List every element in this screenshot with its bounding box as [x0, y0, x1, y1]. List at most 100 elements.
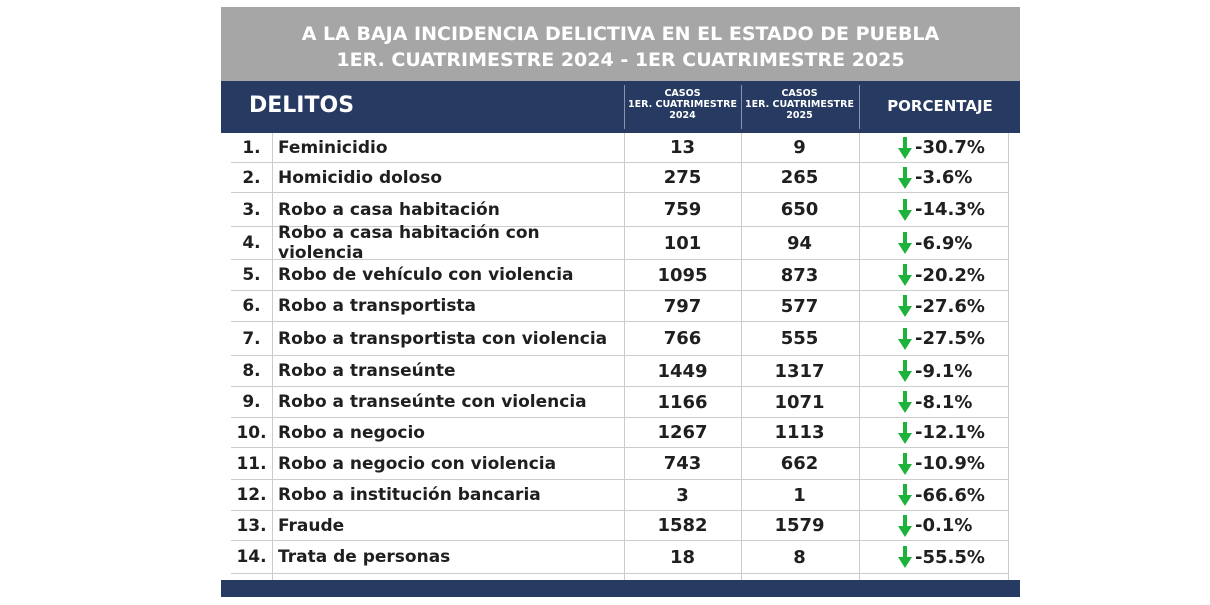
header-casos-2024-periodo: 1ER. CUATRIMESTRE	[628, 99, 737, 110]
arrow-down-icon	[898, 295, 912, 317]
cases-2025: 1579	[774, 515, 825, 536]
row-number: 10.	[236, 422, 267, 443]
percentage-cell: -12.1%	[898, 418, 1008, 447]
header-porcentaje: PORCENTAJE	[887, 97, 993, 115]
header-casos-2025: CASOS 1ER. CUATRIMESTRE 2025	[741, 88, 858, 121]
table-row: 13. Fraude 1582 1579 -0.1%	[231, 511, 1009, 541]
cases-2025: 1113	[774, 422, 825, 443]
table-row: 4. Robo a casa habitación con violencia 10…	[231, 223, 1009, 263]
crime-name: Robo a transportista	[278, 296, 477, 316]
percentage-cell: -3.6%	[898, 163, 1008, 192]
footer-bar	[221, 580, 1020, 597]
percentage-cell: -20.2%	[898, 260, 1008, 290]
cases-2025: 662	[780, 453, 819, 474]
arrow-down-icon	[898, 514, 912, 537]
cases-2025: 1	[793, 484, 806, 506]
crime-name: Robo a negocio con violencia	[278, 453, 557, 474]
row-number: 4.	[242, 233, 261, 253]
cases-2024: 101	[663, 232, 702, 254]
table-row: 8. Robo a transeúnte 1449 1317 -9.1%	[231, 356, 1009, 387]
cases-2025: 9	[793, 137, 806, 158]
arrow-down-icon	[898, 198, 912, 221]
cases-2024: 1166	[657, 391, 708, 413]
row-number: 14.	[236, 547, 267, 567]
percentage-value: -9.1%	[915, 360, 973, 382]
cases-2025: 94	[786, 232, 813, 254]
cases-2025: 265	[780, 167, 819, 188]
table-row: 2. Homicidio doloso 275 265 -3.6%	[231, 163, 1009, 193]
title-banner: A LA BAJA INCIDENCIA DELICTIVA EN EL EST…	[221, 7, 1020, 81]
header-divider	[859, 85, 860, 129]
percentage-cell: -0.1%	[898, 511, 1008, 540]
header-divider	[741, 85, 742, 129]
title-line-1: A LA BAJA INCIDENCIA DELICTIVA EN EL EST…	[301, 23, 940, 45]
arrow-down-icon	[898, 452, 912, 475]
percentage-cell: -27.6%	[898, 291, 1008, 321]
crime-name: Robo a casa habitación	[278, 199, 500, 220]
cases-2025: 1071	[774, 391, 825, 413]
percentage-value: -27.5%	[915, 328, 985, 349]
table-row: 11. Robo a negocio con violencia 743 662 -10…	[231, 448, 1009, 480]
table-row: 10. Robo a negocio 1267 1113 -12.1%	[231, 418, 1009, 448]
cases-2024: 13	[669, 137, 696, 158]
cases-2024: 18	[669, 546, 696, 568]
percentage-value: -0.1%	[915, 515, 973, 536]
percentage-value: -14.3%	[915, 199, 985, 220]
table-row: 1. Feminicidio 13 9 -30.7%	[231, 133, 1009, 163]
header-casos-2024: CASOS 1ER. CUATRIMESTRE 2024	[624, 88, 741, 121]
table-row: 5. Robo de vehículo con violencia 1095 873 -…	[231, 260, 1009, 291]
table-row: 7. Robo a transportista con violencia 766 5…	[231, 322, 1009, 356]
title-line-2: 1ER. CUATRIMESTRE 2024 - 1ER CUATRIMESTR…	[336, 49, 905, 71]
table-row: 3. Robo a casa habitación 759 650 -14.3%	[231, 193, 1009, 227]
cases-2025: 8	[793, 546, 806, 568]
row-number: 13.	[236, 515, 267, 536]
cases-2024: 3	[676, 484, 689, 506]
percentage-value: -27.6%	[915, 295, 985, 317]
crime-name: Homicidio doloso	[278, 167, 443, 188]
percentage-cell: -30.7%	[898, 133, 1008, 162]
header-delitos: DELITOS	[249, 93, 355, 118]
percentage-value: -12.1%	[915, 422, 985, 443]
row-number: 8.	[242, 361, 261, 381]
column-divider	[741, 133, 742, 580]
header-casos-2024-year: 2024	[669, 110, 696, 121]
percentage-cell: -6.9%	[898, 227, 1008, 259]
arrow-down-icon	[898, 546, 912, 568]
percentage-value: -55.5%	[915, 546, 985, 568]
percentage-cell: -55.5%	[898, 541, 1008, 573]
cases-2024: 275	[663, 167, 702, 188]
cases-2024: 743	[663, 453, 702, 474]
cases-2024: 1449	[657, 360, 708, 382]
percentage-value: -20.2%	[915, 264, 985, 286]
header-casos-2025-year: 2025	[786, 110, 813, 121]
row-number: 6.	[242, 296, 261, 316]
crime-table-card: A LA BAJA INCIDENCIA DELICTIVA EN EL EST…	[221, 7, 1020, 597]
percentage-value: -30.7%	[915, 137, 985, 158]
table-row: 9. Robo a transeúnte con violencia 1166 107…	[231, 387, 1009, 418]
cases-2025: 1317	[774, 360, 825, 382]
arrow-down-icon	[898, 421, 912, 444]
crime-name: Robo a negocio	[278, 422, 425, 443]
percentage-value: -3.6%	[915, 167, 973, 188]
cases-2025: 555	[780, 328, 819, 349]
row-number: 7.	[242, 328, 261, 349]
row-number: 5.	[242, 265, 261, 285]
crime-name: Robo a transportista con violencia	[278, 328, 608, 349]
row-number: 2.	[242, 167, 261, 188]
crime-name: Robo a transeúnte	[278, 361, 456, 381]
arrow-down-icon	[898, 232, 912, 254]
arrow-down-icon	[898, 360, 912, 382]
crime-name: Fraude	[278, 515, 345, 536]
cases-2025: 650	[780, 199, 819, 220]
table-row: 14. Trata de personas 18 8 -55.5%	[231, 541, 1009, 574]
percentage-value: -6.9%	[915, 232, 973, 254]
column-divider	[272, 133, 273, 580]
percentage-cell: -8.1%	[898, 387, 1008, 417]
row-number: 11.	[236, 453, 267, 474]
percentage-value: -66.6%	[915, 484, 985, 506]
arrow-down-icon	[898, 391, 912, 413]
cases-2025: 577	[780, 295, 819, 317]
cases-2024: 759	[663, 199, 702, 220]
cases-2024: 766	[663, 328, 702, 349]
crime-name: Trata de personas	[278, 547, 451, 567]
